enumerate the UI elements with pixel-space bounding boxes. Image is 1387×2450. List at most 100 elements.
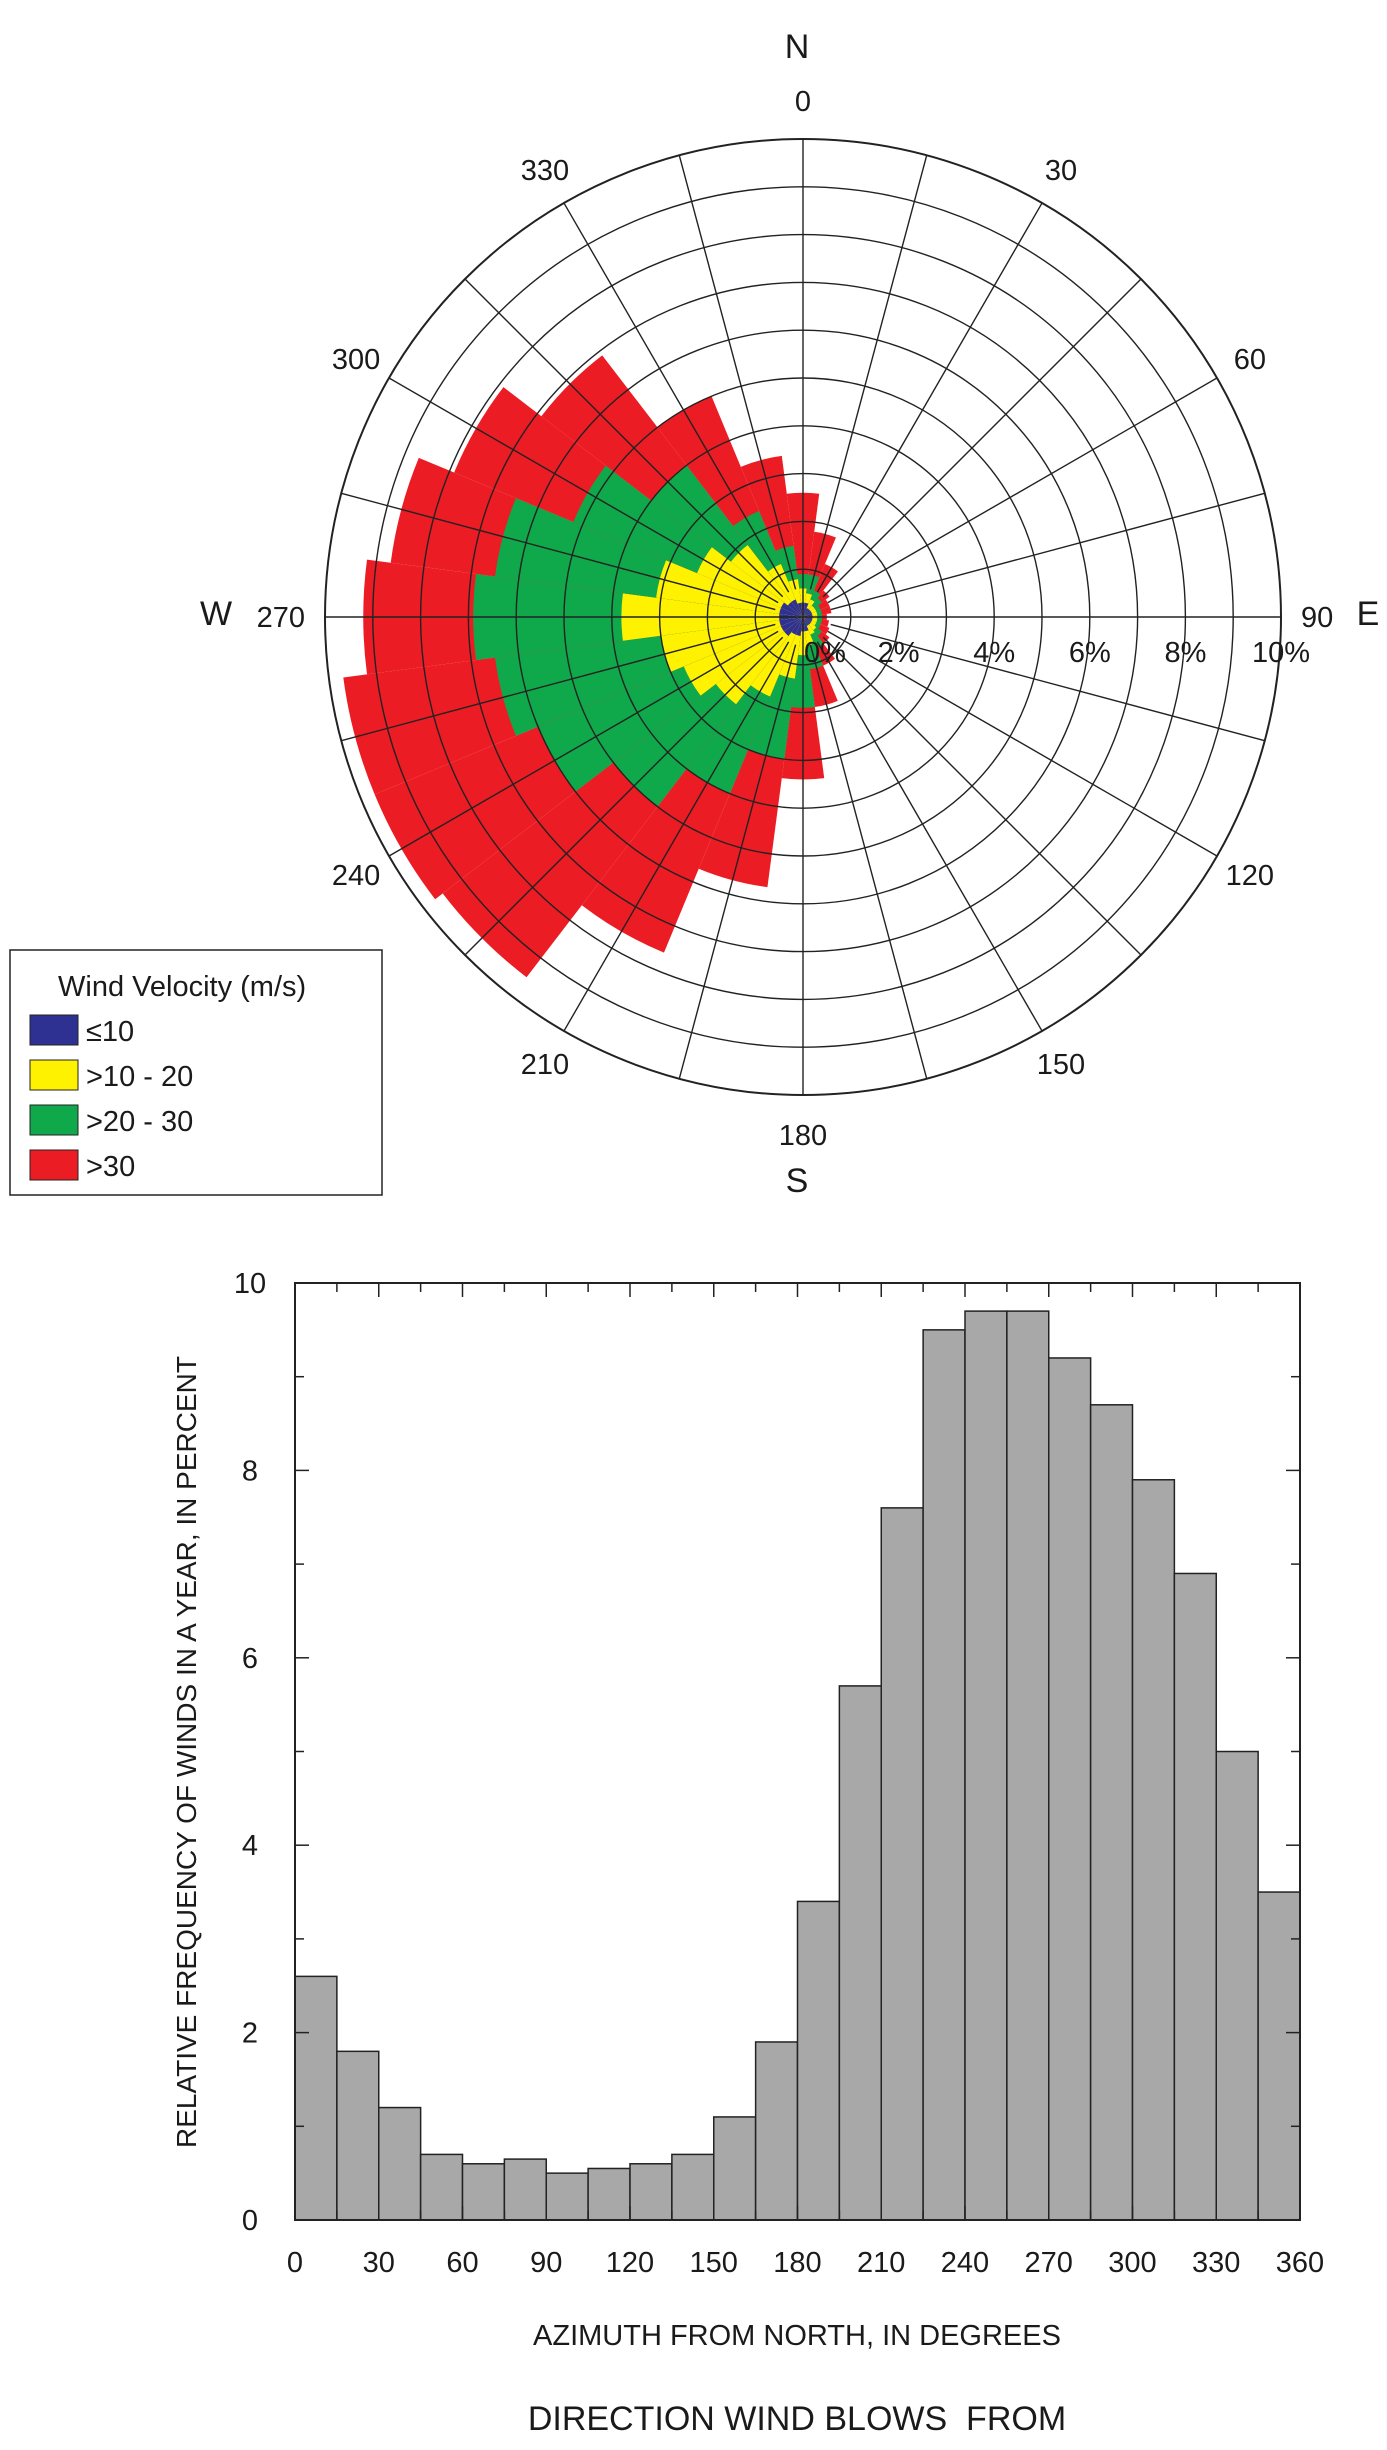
- rose-segment: [795, 617, 803, 636]
- rose-angle-label: 30: [1045, 155, 1077, 187]
- rose-segment: [780, 617, 803, 632]
- rose-radial-label: 10%: [1252, 637, 1310, 669]
- rose-segment: [803, 617, 809, 626]
- histogram-bar: [587, 2167, 631, 2221]
- rose-segment: [803, 608, 809, 617]
- legend-label: >10 - 20: [86, 1061, 193, 1093]
- histogram-bar: [880, 1507, 924, 2221]
- histogram-bar: [336, 2050, 380, 2221]
- compass-west: W: [200, 595, 232, 633]
- rose-radial-line: [822, 278, 1142, 598]
- histogram-bar: [1048, 1357, 1092, 2221]
- rose-radial-line: [809, 155, 928, 590]
- rose-segment: [803, 617, 811, 625]
- x-tick-label: 270: [1025, 2247, 1073, 2279]
- rose-angle-label: 0: [795, 86, 811, 118]
- rose-segment: [791, 617, 803, 635]
- rose-radial-line: [816, 202, 1043, 593]
- x-tick-label: 120: [606, 2247, 654, 2279]
- rose-radial-label: 2%: [878, 637, 920, 669]
- rose-segment: [803, 609, 811, 617]
- histogram-bar: [419, 2153, 464, 2221]
- histogram-bar: [796, 1900, 841, 2221]
- rose-radial-line: [830, 623, 1265, 742]
- x-tick-label: 90: [530, 2247, 562, 2279]
- rose-grid: [324, 138, 1282, 1096]
- histogram-bar: [1173, 1572, 1217, 2221]
- histogram-bar: [1089, 1404, 1134, 2221]
- rose-angle-label: 90: [1301, 602, 1333, 634]
- rose-segment: [803, 613, 813, 617]
- histogram-bar: [294, 1975, 338, 2221]
- rose-segment: [779, 607, 803, 617]
- y-tick-label: 2: [242, 2018, 258, 2050]
- x-tick-label: 360: [1276, 2247, 1324, 2279]
- x-tick-label: 180: [773, 2247, 821, 2279]
- x-axis-label: AZIMUTH FROM NORTH, IN DEGREES: [533, 2320, 1061, 2352]
- legend-swatch: [29, 1059, 79, 1091]
- x-tick-label: 240: [941, 2247, 989, 2279]
- histogram-bar: [461, 2163, 506, 2221]
- legend-swatch: [29, 1014, 79, 1046]
- histogram-bar: [503, 2158, 547, 2221]
- rose-segment: [660, 617, 803, 672]
- legend-title: Wind Velocity (m/s): [58, 971, 306, 1003]
- y-tick-label: 6: [242, 1643, 258, 1675]
- rose-radial-label: 8%: [1164, 637, 1206, 669]
- rose-radial-line: [678, 155, 797, 590]
- rose-radial-line: [827, 377, 1218, 604]
- rose-segment: [803, 602, 809, 617]
- rose-radial-line: [816, 641, 1043, 1032]
- rose-angle-label: 330: [521, 155, 569, 187]
- x-tick-label: 330: [1192, 2247, 1240, 2279]
- rose-radial-line: [464, 278, 784, 598]
- rose-radial-line: [678, 644, 797, 1079]
- rose-angle-label: 240: [332, 860, 380, 892]
- compass-north: N: [785, 28, 810, 66]
- compass-east: E: [1357, 595, 1380, 633]
- x-tick-label: 210: [857, 2247, 905, 2279]
- legend: Wind Velocity (m/s) ≤10 >10 - 20 >20 - 30 >…: [9, 949, 383, 1196]
- rose-radial-line: [388, 630, 779, 857]
- rose-labels: 0 30 60 90 120 150 180 210 240 270 300 330 0% 2% 4% 6% 8…: [257, 86, 1334, 1152]
- legend-label: >30: [86, 1151, 135, 1183]
- compass-south: S: [786, 1162, 809, 1200]
- x-tick-label: 30: [363, 2247, 395, 2279]
- rose-radial-line: [809, 644, 928, 1079]
- histogram-ticks: 0 30 60 90 120 150 180 210 240 270 300 330 360 0 2 4 6 8 1…: [234, 1268, 1324, 2279]
- y-axis-label: RELATIVE FREQUENCY OF WINDS IN A YEAR, I…: [171, 1356, 202, 2148]
- legend-entries: ≤10 >10 - 20 >20 - 30 >30: [29, 1014, 193, 1183]
- rose-segment: [791, 599, 803, 617]
- rose-segment: [780, 602, 803, 617]
- rose-segment: [683, 617, 803, 696]
- histogram-bar: [1131, 1479, 1176, 2221]
- histogram-bar: [545, 2172, 589, 2221]
- histogram-bar: [922, 1329, 966, 2221]
- histogram-bar: [838, 1685, 882, 2221]
- rose-angle-label: 60: [1234, 344, 1266, 376]
- histogram-bar: [754, 2041, 799, 2221]
- legend-label: >20 - 30: [86, 1106, 193, 1138]
- legend-swatch: [29, 1149, 79, 1181]
- rose-radial-line: [827, 630, 1218, 857]
- rose-angle-label: 210: [521, 1049, 569, 1081]
- rose-radial-label: 4%: [973, 637, 1015, 669]
- legend-label: ≤10: [86, 1016, 134, 1048]
- histogram-bars: [294, 1310, 1301, 2221]
- histogram-bar: [378, 2106, 422, 2221]
- histogram-bar: [1006, 1310, 1050, 2221]
- histogram-bar: [1257, 1891, 1301, 2221]
- rose-segment: [787, 601, 803, 617]
- rose-segment: [803, 617, 813, 621]
- rose-segment: [656, 560, 803, 617]
- rose-radial-line: [388, 377, 779, 604]
- histogram-bar: [671, 2153, 715, 2221]
- x-tick-label: 60: [446, 2247, 478, 2279]
- rose-angle-label: 120: [1226, 860, 1274, 892]
- rose-radial-line: [341, 623, 776, 742]
- direction-histogram: 0 30 60 90 120 150 180 210 240 270 300 330 360 0 2 4 6 8 1…: [171, 1268, 1324, 2438]
- rose-radial-line: [563, 202, 790, 593]
- y-tick-label: 0: [242, 2205, 258, 2237]
- histogram-bar: [964, 1310, 1008, 2221]
- rose-segment: [803, 617, 809, 632]
